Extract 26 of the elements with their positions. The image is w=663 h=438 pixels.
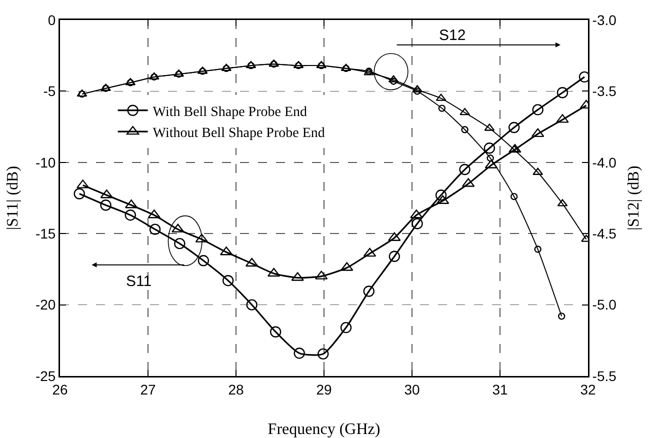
y-tick-label: -10 (35, 154, 56, 170)
y2-tick-label: -3.5 (592, 83, 617, 100)
y2-tick-label: -4.0 (592, 154, 617, 170)
y2-tick-label: -4.5 (592, 226, 617, 242)
y2-tick-label: -5.0 (592, 296, 617, 313)
annotation: S12 (439, 27, 466, 44)
x-tick-label: 30 (404, 381, 420, 398)
x-tick-label: 31 (492, 381, 508, 398)
annotation: S11 (126, 273, 152, 290)
y-tick-label: -5 (43, 83, 56, 100)
y-axis-title: |S11| (dB) (4, 166, 22, 230)
x-tick-label: 29 (316, 381, 332, 398)
legend-label: Without Bell Shape Probe End (152, 126, 325, 142)
x-tick-label: 32 (580, 381, 596, 398)
y-tick-label: -25 (35, 368, 56, 384)
y2-tick-label: -3.0 (592, 12, 617, 28)
x-axis-title: Frequency (GHz) (268, 421, 380, 438)
legend-label: With Bell Shape Probe End (152, 104, 308, 120)
y-tick-label: 0 (48, 12, 56, 28)
y-tick-label: -20 (35, 296, 56, 313)
x-tick-label: 28 (228, 381, 244, 398)
y-tick-label: -15 (35, 226, 56, 242)
x-tick-label: 27 (140, 381, 156, 398)
y2-tick-label: -5.5 (592, 368, 617, 384)
x-tick-label: 26 (52, 381, 68, 398)
y2-axis-title: |S12| (dB) (626, 166, 642, 230)
